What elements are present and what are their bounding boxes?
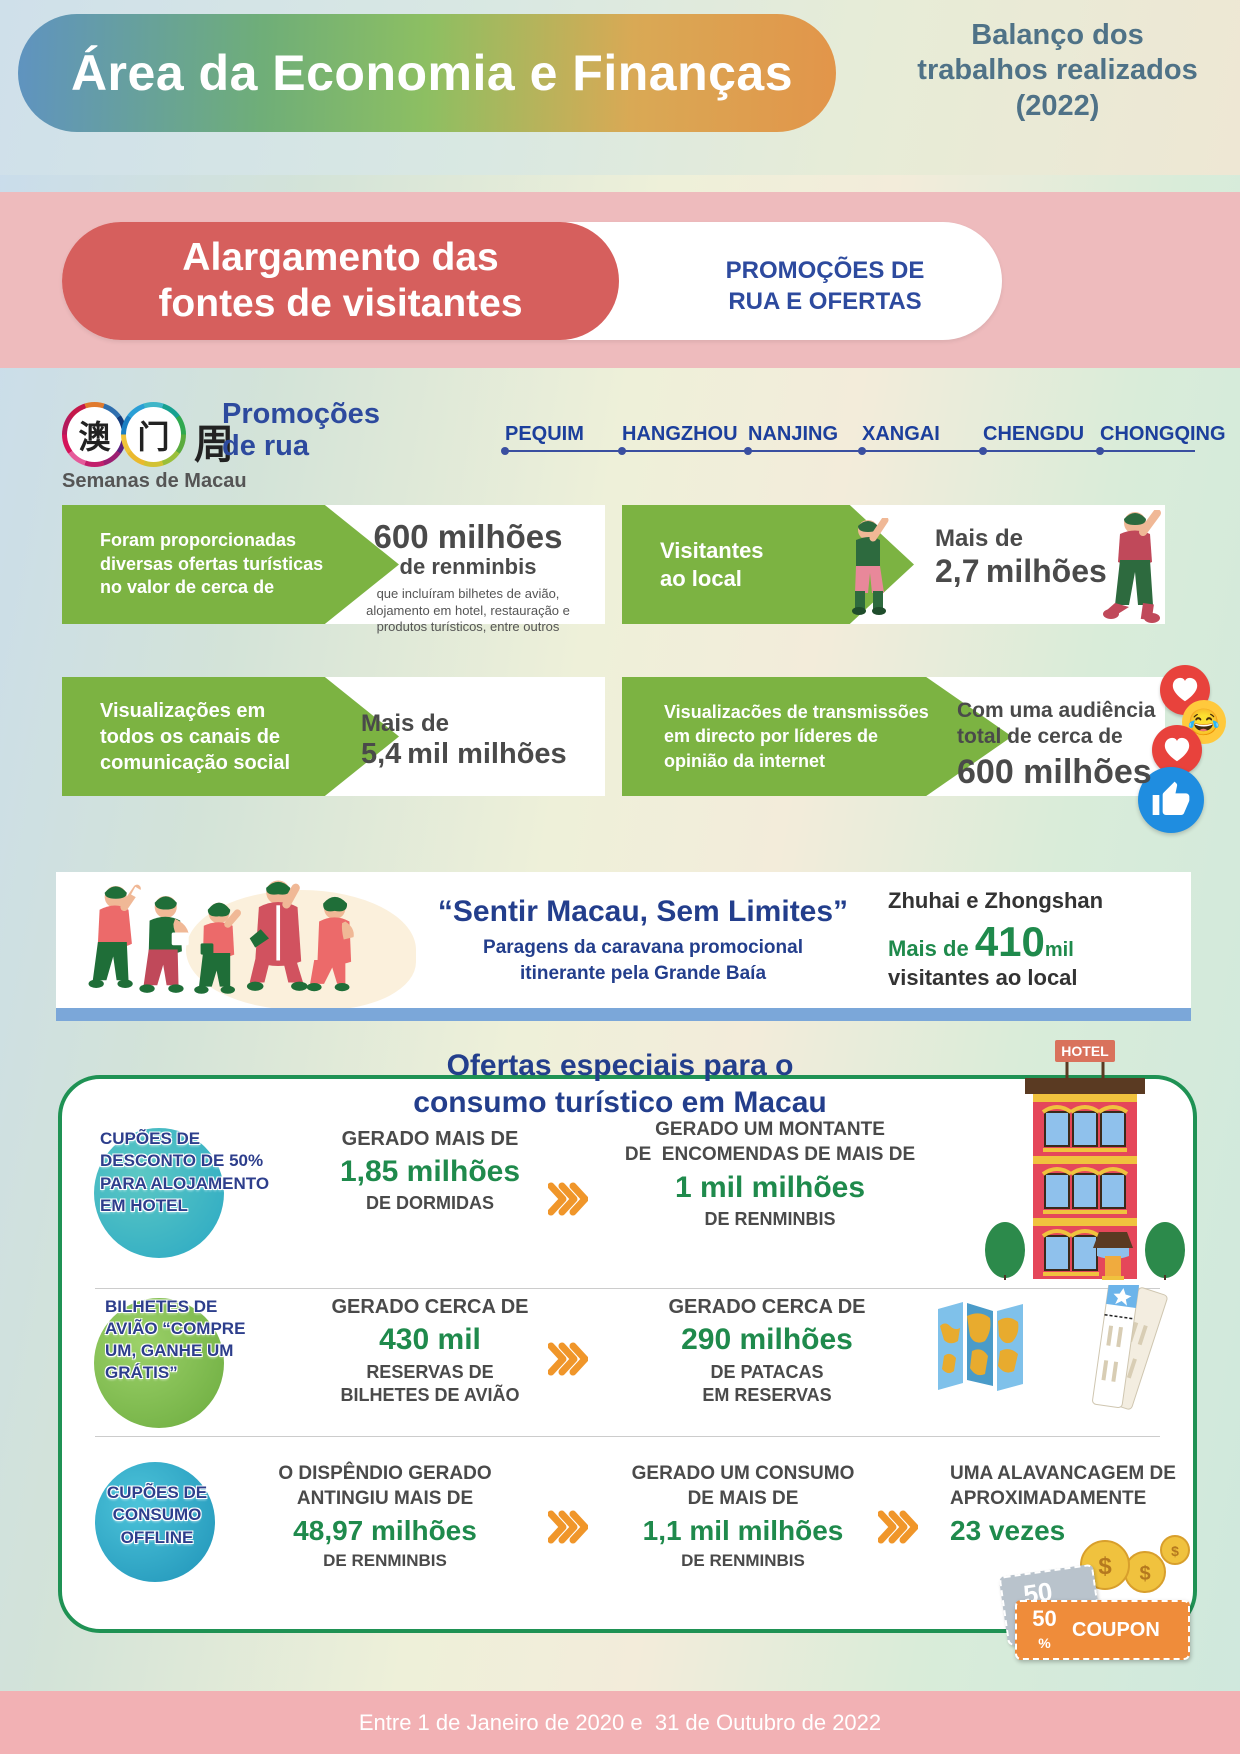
svg-text:$: $	[1139, 1563, 1150, 1585]
svg-text:$: $	[1171, 1543, 1179, 1559]
svg-text:$: $	[1098, 1553, 1112, 1580]
svg-text:HOTEL: HOTEL	[1061, 1043, 1109, 1059]
